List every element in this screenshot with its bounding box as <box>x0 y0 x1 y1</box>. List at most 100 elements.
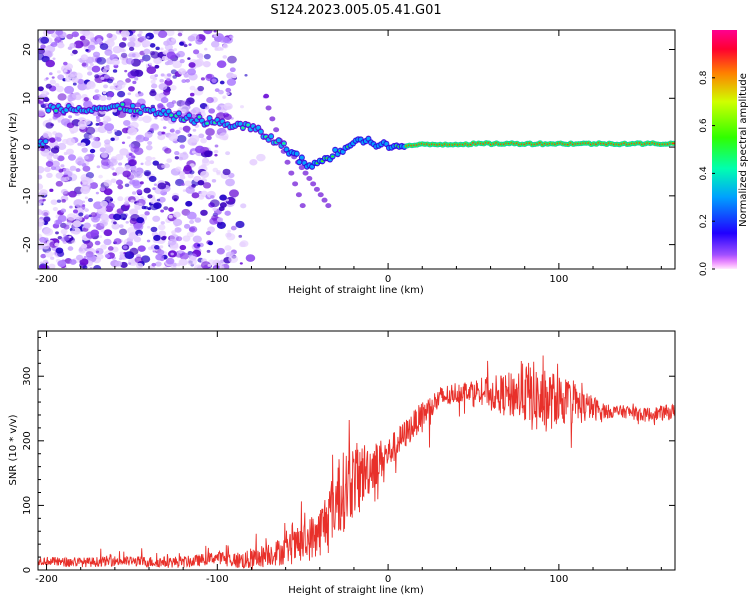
spectral-blob <box>204 150 213 158</box>
spectral-blob <box>189 170 195 175</box>
spectral-blob <box>69 165 77 171</box>
spectral-blob <box>128 46 135 51</box>
spectral-blob <box>213 149 219 154</box>
spectral-blob <box>85 214 89 217</box>
spectral-blob <box>100 158 111 166</box>
spectral-blob <box>100 244 107 250</box>
spectral-blob <box>109 85 115 90</box>
ridge-mid <box>310 164 315 169</box>
spectral-blob <box>317 192 324 198</box>
spectral-blob <box>113 221 117 225</box>
spectral-blob <box>57 42 65 49</box>
spectral-blob <box>98 235 103 239</box>
spectral-blob <box>160 73 165 77</box>
spectral-blob <box>38 166 45 174</box>
spectral-blob <box>48 118 52 121</box>
spectral-blob <box>160 47 164 51</box>
spectral-blob <box>111 222 120 230</box>
spectral-blob <box>40 44 46 49</box>
spectral-blob <box>193 264 203 269</box>
spectral-blob <box>174 227 182 233</box>
spectral-blob <box>202 60 211 68</box>
spectral-blob <box>131 191 137 195</box>
spectral-blob <box>142 54 151 62</box>
spectral-blob <box>55 180 63 187</box>
ridge-core <box>671 142 675 145</box>
spectral-blob <box>80 176 90 184</box>
spectral-blob <box>56 70 61 74</box>
spectral-blob <box>67 246 74 251</box>
spectral-blob <box>140 255 151 263</box>
spectral-blob <box>187 57 191 60</box>
spectral-blob <box>48 137 56 143</box>
spectral-blob <box>197 179 205 186</box>
spectral-blob <box>295 192 302 198</box>
spectral-blob <box>157 249 165 256</box>
spectral-blob <box>124 69 128 73</box>
spectral-blob <box>85 172 95 179</box>
spectral-blob <box>211 178 217 183</box>
spectral-blob <box>306 175 313 181</box>
spectral-blob <box>165 30 175 37</box>
spectral-blob <box>62 138 69 145</box>
spectral-blob <box>224 113 232 121</box>
spectral-blob <box>74 94 82 101</box>
spectral-blob <box>185 186 195 194</box>
spectral-blob <box>99 186 106 192</box>
spectral-blob <box>203 53 211 60</box>
y-tick-label: 10 <box>22 92 33 105</box>
colorbar-label: Normalized spectral amplitude <box>738 73 749 227</box>
spectral-blob <box>96 56 107 65</box>
spectral-blob <box>44 103 49 107</box>
spectral-blob <box>56 199 62 203</box>
spectral-blob <box>126 240 133 247</box>
spectral-blob <box>136 189 143 195</box>
spectral-blob <box>249 159 258 166</box>
spectral-blob <box>225 151 231 156</box>
spectral-blob <box>139 181 144 185</box>
spectral-blob <box>80 39 90 47</box>
spectral-blob <box>75 216 81 222</box>
spectral-blob <box>239 262 243 265</box>
spectral-blob <box>70 53 74 56</box>
spectral-blob <box>128 262 132 265</box>
spectral-blob <box>99 147 106 153</box>
spectral-blob <box>125 78 131 83</box>
spectral-blob <box>119 228 128 236</box>
spectral-blob <box>227 55 237 64</box>
spectral-blob <box>227 229 231 233</box>
spectral-blob <box>167 73 172 77</box>
spectral-blob <box>163 89 171 96</box>
spectral-blob <box>69 73 75 78</box>
spectral-blob <box>134 102 142 108</box>
spectral-blob <box>55 231 59 235</box>
spectral-blob <box>64 76 72 83</box>
spectral-blob <box>52 154 59 160</box>
spectral-blob <box>120 30 130 38</box>
spectral-blob <box>179 59 185 64</box>
spectral-blob <box>213 34 218 38</box>
spectral-blob <box>163 206 169 211</box>
spectral-blob <box>171 230 177 235</box>
spectral-blob <box>102 115 111 122</box>
spectral-blob <box>218 89 224 95</box>
spectral-blob <box>117 184 124 190</box>
spectral-blob <box>181 79 187 84</box>
spectral-blob <box>263 93 270 99</box>
spectral-blob <box>256 153 266 162</box>
spectral-blob <box>187 133 191 137</box>
spectral-blob <box>211 214 219 221</box>
spectral-blob <box>78 247 84 252</box>
spectral-blob <box>66 122 75 129</box>
spectral-blob <box>166 51 176 59</box>
spectral-blob <box>38 174 43 180</box>
spectral-blob <box>40 253 47 259</box>
spectral-blob <box>75 254 84 261</box>
spectral-blob <box>147 207 152 211</box>
spectral-blob <box>38 242 45 250</box>
spectral-blob <box>45 30 55 34</box>
spectral-blob <box>148 175 157 183</box>
spectral-blob <box>56 35 61 40</box>
